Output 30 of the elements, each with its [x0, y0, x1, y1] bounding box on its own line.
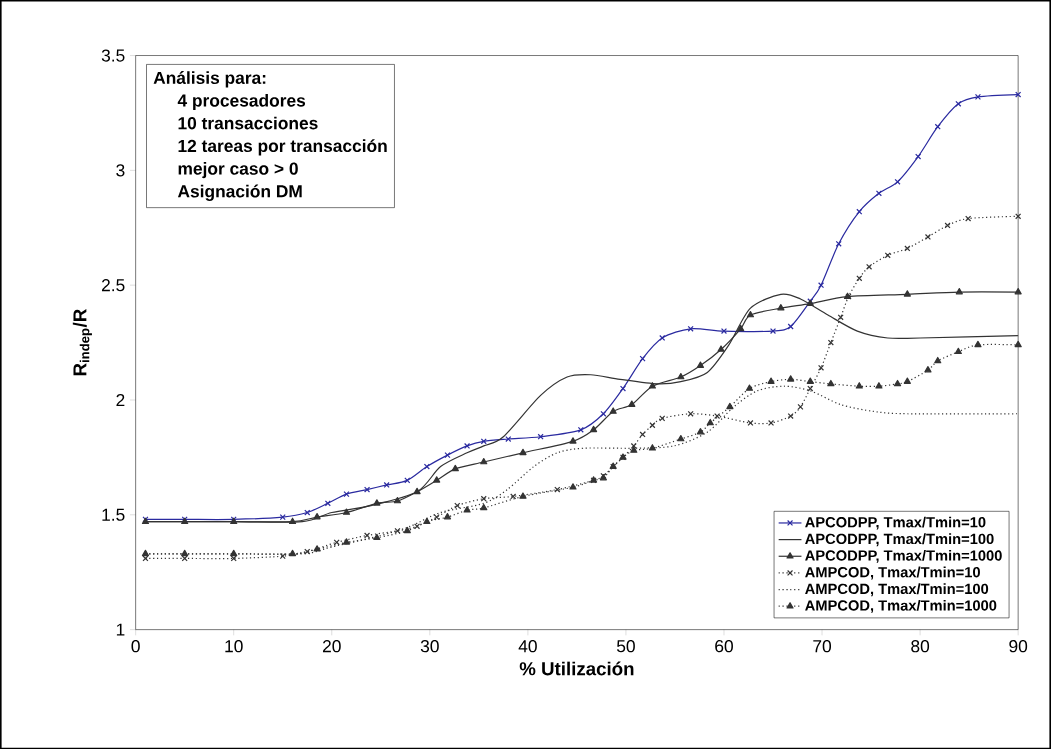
- y-tick-label: 3: [116, 164, 125, 177]
- x-tick-label: 10: [225, 639, 243, 653]
- legend-label: AMPCOD, Tmax/Tmin=10: [805, 566, 980, 580]
- annotation: Asignación DM: [177, 184, 302, 201]
- x-tick-label: 40: [518, 639, 537, 653]
- x-tick-label: 60: [715, 639, 733, 653]
- x-tick-label: 70: [813, 639, 832, 653]
- legend-label: APCODPP, Tmax/Tmin=1000: [805, 549, 1002, 563]
- x-axis-title: % Utilización: [519, 661, 634, 676]
- annotation: mejor caso > 0: [178, 161, 298, 179]
- legend-label: AMPCOD, Tmax/Tmin=100: [805, 583, 989, 597]
- annotation: 4 procesadores: [177, 93, 306, 110]
- y-tick-label: 2.5: [101, 278, 125, 292]
- x-tick-label: 50: [616, 639, 635, 653]
- y-tick-label: 3.5: [101, 49, 125, 62]
- y-tick-label: 1: [116, 623, 125, 636]
- annotation: Análisis para:: [153, 70, 266, 88]
- y-axis-title: R$_{indep}$/R: [72, 308, 92, 376]
- x-tick-label: 20: [322, 639, 341, 653]
- annotation: 12 tareas por transacción: [178, 139, 387, 156]
- x-tick-label: 30: [420, 639, 439, 653]
- x-tick-label: 80: [911, 639, 930, 653]
- legend-label: APCODPP, Tmax/Tmin=10: [805, 516, 986, 530]
- y-tick-label: 2: [116, 393, 125, 406]
- x-tick-label: 0: [131, 639, 140, 653]
- legend-label: APCODPP, Tmax/Tmin=100: [805, 533, 994, 547]
- x-tick-label: 90: [1009, 639, 1028, 653]
- annotation: 10 transacciones: [178, 116, 318, 130]
- legend-label: AMPCOD, Tmax/Tmin=1000: [805, 599, 997, 613]
- y-tick-label: 1.5: [102, 508, 125, 521]
